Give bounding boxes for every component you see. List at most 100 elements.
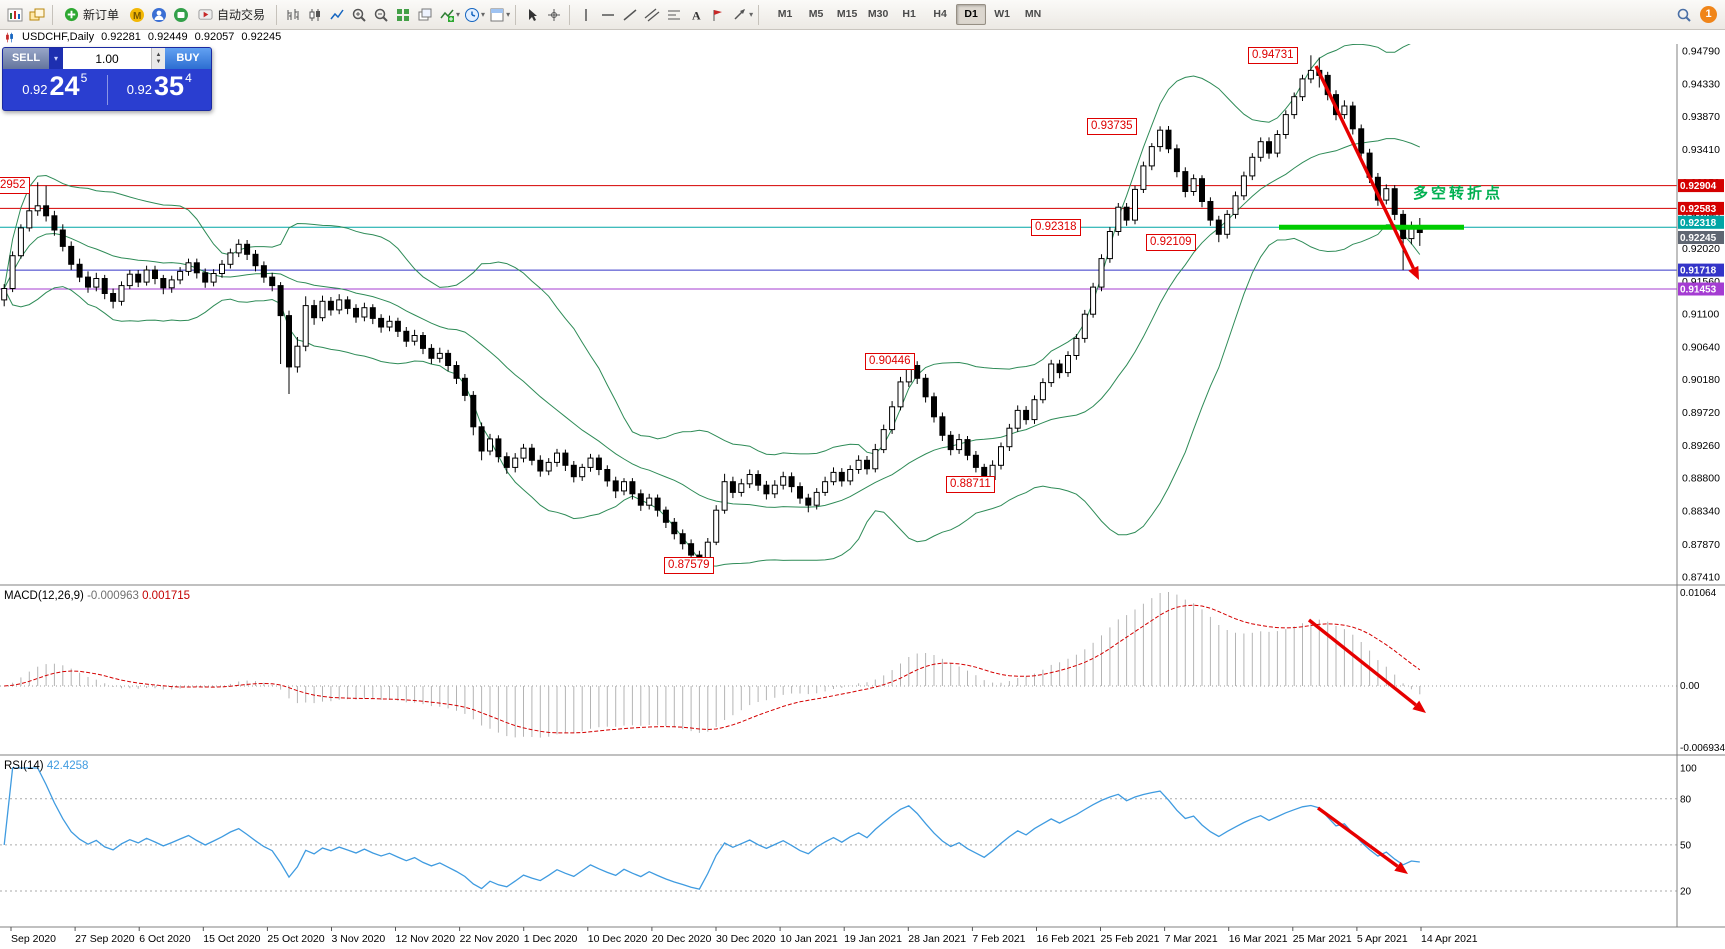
search-icon[interactable] bbox=[1673, 4, 1694, 25]
new-order-button[interactable]: 新订单 bbox=[58, 4, 125, 26]
svg-text:-0.006934: -0.006934 bbox=[1680, 743, 1725, 754]
spinner-down-icon[interactable]: ▼ bbox=[155, 58, 162, 65]
svg-text:0.92245: 0.92245 bbox=[1680, 233, 1717, 244]
ohlc-close: 0.92245 bbox=[241, 31, 282, 43]
channel-icon[interactable] bbox=[641, 4, 662, 25]
new-order-label: 新订单 bbox=[83, 8, 120, 22]
buy-price-sup: 4 bbox=[185, 70, 192, 85]
price-axis[interactable] bbox=[1677, 44, 1725, 927]
toolbar-separator bbox=[758, 4, 760, 25]
chart-price-label[interactable]: 0.93735 bbox=[1087, 118, 1137, 135]
indicators-icon[interactable] bbox=[436, 4, 457, 25]
svg-text:0.94330: 0.94330 bbox=[1682, 78, 1720, 90]
buy-price[interactable]: 0.92 35 4 bbox=[108, 71, 212, 103]
time-axis[interactable] bbox=[0, 927, 1677, 949]
periods-icon[interactable] bbox=[461, 4, 482, 25]
chart-price-label[interactable]: 0.92318 bbox=[1031, 219, 1081, 236]
svg-text:0.01064: 0.01064 bbox=[1680, 588, 1717, 599]
svg-text:14 Apr 2021: 14 Apr 2021 bbox=[1421, 933, 1478, 945]
svg-text:0.88800: 0.88800 bbox=[1682, 473, 1720, 485]
chart-text-annotation[interactable]: 多空转折点 bbox=[1413, 185, 1504, 202]
periods-dropdown-caret[interactable]: ▾ bbox=[481, 10, 486, 19]
svg-text:Sep 2020: Sep 2020 bbox=[11, 933, 56, 945]
fibonacci-icon[interactable] bbox=[663, 4, 684, 25]
volume-input[interactable] bbox=[63, 48, 151, 69]
svg-text:0.89260: 0.89260 bbox=[1682, 440, 1720, 452]
svg-text:25 Feb 2021: 25 Feb 2021 bbox=[1101, 933, 1160, 945]
macd-label: MACD(12,26,9) -0.000963 0.001715 bbox=[4, 590, 190, 602]
plus-icon bbox=[64, 7, 79, 22]
symbol-period-label: USDCHF,Daily bbox=[22, 31, 95, 43]
sell-button[interactable]: SELL bbox=[3, 48, 49, 69]
zoom-out-icon[interactable] bbox=[370, 4, 391, 25]
svg-text:50: 50 bbox=[1680, 840, 1692, 851]
zoom-in-icon[interactable] bbox=[348, 4, 369, 25]
line-chart-icon[interactable] bbox=[326, 4, 347, 25]
timeframe-M5[interactable]: M5 bbox=[808, 8, 824, 20]
svg-text:3 Nov 2020: 3 Nov 2020 bbox=[332, 933, 386, 945]
price-divider bbox=[106, 74, 108, 105]
svg-text:15 Oct 2020: 15 Oct 2020 bbox=[203, 933, 260, 945]
cursor-icon[interactable] bbox=[521, 4, 542, 25]
svg-text:M: M bbox=[133, 11, 141, 22]
autotrading-button[interactable]: 自动交易 bbox=[192, 4, 271, 26]
svg-text:0.94790: 0.94790 bbox=[1682, 46, 1720, 58]
svg-text:25 Oct 2020: 25 Oct 2020 bbox=[267, 933, 324, 945]
timeframe-M15[interactable]: M15 bbox=[836, 8, 858, 20]
chart-price-label[interactable]: 0.90446 bbox=[865, 353, 915, 370]
crosshair-icon[interactable] bbox=[543, 4, 564, 25]
play-icon bbox=[198, 9, 213, 20]
svg-text:0.92318: 0.92318 bbox=[1680, 218, 1717, 229]
shapes-dropdown-caret[interactable]: ▾ bbox=[749, 10, 754, 19]
timeframe-MN[interactable]: MN bbox=[1024, 8, 1042, 20]
profiles-icon[interactable] bbox=[26, 4, 47, 25]
svg-text:10 Jan 2021: 10 Jan 2021 bbox=[780, 933, 838, 945]
buy-price-big: 35 bbox=[154, 71, 185, 102]
timeframe-H4[interactable]: H4 bbox=[933, 8, 947, 20]
vps-icon[interactable] bbox=[170, 4, 191, 25]
trendline-icon[interactable] bbox=[619, 4, 640, 25]
chart-price-label[interactable]: 0.92109 bbox=[1146, 234, 1196, 251]
bar-chart-icon[interactable] bbox=[282, 4, 303, 25]
svg-text:16 Mar 2021: 16 Mar 2021 bbox=[1229, 933, 1288, 945]
horizontal-line-icon[interactable] bbox=[597, 4, 618, 25]
chart-price-label[interactable]: 0.94731 bbox=[1248, 47, 1298, 64]
spinner-up-icon[interactable]: ▲ bbox=[155, 51, 162, 58]
volume-dropdown-caret[interactable]: ▾ bbox=[49, 48, 63, 69]
chart-canvas[interactable]: 0.947900.943300.938700.934100.929500.924… bbox=[0, 44, 1725, 949]
buy-button[interactable]: BUY bbox=[165, 48, 211, 69]
shapes-icon[interactable] bbox=[729, 4, 750, 25]
templates-icon[interactable] bbox=[486, 4, 507, 25]
timeframe-H1[interactable]: H1 bbox=[902, 8, 916, 20]
toolbar-separator bbox=[276, 4, 278, 25]
svg-text:28 Jan 2021: 28 Jan 2021 bbox=[908, 933, 966, 945]
rsi-label: RSI(14) 42.4258 bbox=[4, 760, 88, 772]
candlestick-chart-icon[interactable] bbox=[304, 4, 325, 25]
chart-price-label[interactable]: 2952 bbox=[0, 177, 30, 194]
svg-text:0.89720: 0.89720 bbox=[1682, 407, 1720, 419]
templates-dropdown-caret[interactable]: ▾ bbox=[506, 10, 511, 19]
timeframe-W1[interactable]: W1 bbox=[994, 8, 1010, 20]
svg-text:30 Dec 2020: 30 Dec 2020 bbox=[716, 933, 776, 945]
tile-windows-icon[interactable] bbox=[392, 4, 413, 25]
timeframe-M1[interactable]: M1 bbox=[777, 8, 793, 20]
timeframe-D1[interactable]: D1 bbox=[956, 4, 987, 25]
mql5-icon[interactable]: M bbox=[126, 4, 147, 25]
community-icon[interactable] bbox=[148, 4, 169, 25]
indicators-dropdown-caret[interactable]: ▾ bbox=[456, 10, 461, 19]
sell-price[interactable]: 0.92 24 5 bbox=[3, 71, 107, 103]
svg-text:25 Mar 2021: 25 Mar 2021 bbox=[1293, 933, 1352, 945]
chart-price-label[interactable]: 0.87579 bbox=[664, 557, 714, 574]
vertical-line-icon[interactable] bbox=[575, 4, 596, 25]
chart-price-label[interactable]: 0.88711 bbox=[946, 476, 995, 493]
toolbar-separator bbox=[515, 4, 517, 25]
volume-spinner[interactable]: ▲ ▼ bbox=[151, 48, 165, 69]
svg-text:10 Dec 2020: 10 Dec 2020 bbox=[588, 933, 648, 945]
svg-text:27 Sep 2020: 27 Sep 2020 bbox=[75, 933, 135, 945]
text-icon[interactable]: A bbox=[685, 4, 706, 25]
label-icon[interactable] bbox=[707, 4, 728, 25]
timeframe-M30[interactable]: M30 bbox=[867, 8, 889, 20]
cascade-windows-icon[interactable] bbox=[414, 4, 435, 25]
notification-badge[interactable]: 1 bbox=[1700, 6, 1717, 23]
new-chart-icon[interactable] bbox=[4, 4, 25, 25]
